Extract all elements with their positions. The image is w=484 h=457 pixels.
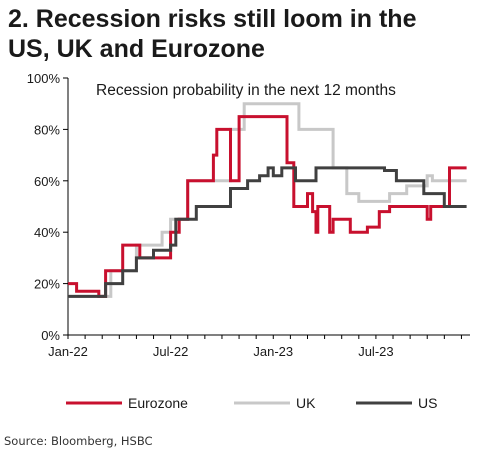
legend-label-uk: UK (296, 395, 316, 411)
series-line-eurozone (68, 115, 467, 298)
legend-label-eurozone: Eurozone (128, 395, 188, 411)
x-tick-label: Jan-23 (253, 344, 293, 359)
recession-probability-chart: 0% 20% 40% 60% 80% 100% Jan-22 Jul-22 Jan-23 Jul-… (27, 71, 470, 411)
source-note: Source: Bloomberg, HSBC (4, 434, 153, 448)
legend-label-us: US (418, 395, 437, 411)
page-title-line-2: US, UK and Eurozone (8, 35, 265, 63)
series-line-us (68, 166, 467, 298)
x-tick-label: Jul-22 (153, 344, 188, 359)
y-tick-label: 80% (34, 122, 60, 137)
x-tick-label: Jan-22 (48, 344, 88, 359)
x-tick-label: Jul-23 (358, 344, 393, 359)
y-tick-label: 20% (34, 277, 60, 292)
y-tick-label: 60% (34, 174, 60, 189)
page-title: 2. Recession risks still loom in the US,… (8, 4, 478, 64)
page-title-line-1: 2. Recession risks still loom in the (8, 5, 417, 33)
chart-title: Recession probability in the next 12 mon… (96, 82, 396, 99)
y-tick-label: 40% (34, 225, 60, 240)
legend: Eurozone UK US (66, 395, 437, 411)
axes: 0% 20% 40% 60% 80% 100% Jan-22 Jul-22 Jan-23 Jul-… (27, 71, 470, 359)
y-tick-label: 100% (27, 71, 61, 86)
series-lines (68, 102, 467, 298)
y-tick-label: 0% (41, 328, 60, 343)
series-line-uk (68, 102, 467, 298)
